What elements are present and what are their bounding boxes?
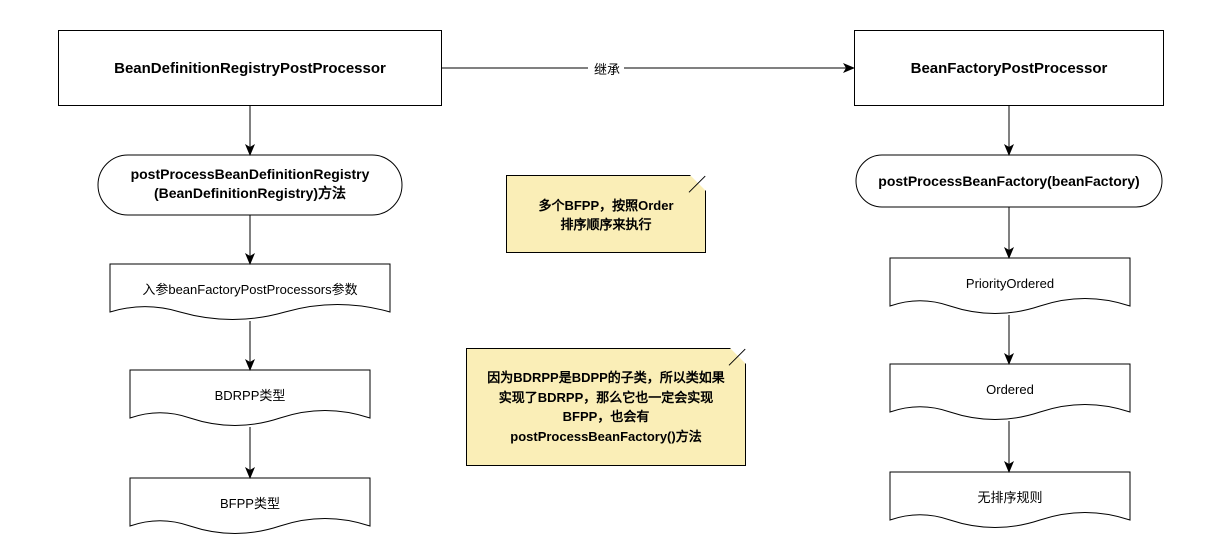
- node-label: 无排序规则: [977, 490, 1042, 505]
- note-fold-line-icon: [689, 176, 705, 192]
- note-line: 实现了BDRPP，那么它也一定会实现: [499, 390, 714, 405]
- node-label: BDRPP类型: [215, 388, 286, 403]
- note-line: 因为BDRPP是BDPP的子类，所以类如果: [487, 370, 725, 385]
- note-line: 排序顺序来执行: [560, 217, 651, 232]
- node-label: postProcessBeanFactory(beanFactory): [878, 173, 1139, 189]
- edge-label-text: 继承: [594, 62, 620, 77]
- node-right-doc1: PriorityOrdered: [890, 258, 1130, 314]
- node-right-method: postProcessBeanFactory(beanFactory): [856, 155, 1162, 207]
- node-label: (BeanDefinitionRegistry)方法: [154, 185, 346, 201]
- node-right-header: BeanFactoryPostProcessor: [854, 30, 1164, 106]
- node-label: PriorityOrdered: [966, 276, 1054, 291]
- node-label: Ordered: [986, 382, 1034, 397]
- node-left-method: postProcessBeanDefinitionRegistry (BeanD…: [98, 155, 402, 215]
- edge-label-inherit: 继承: [590, 59, 624, 78]
- note-text: 多个BFPP，按照Order 排序顺序来执行: [538, 195, 673, 233]
- note-line: postProcessBeanFactory()方法: [510, 429, 701, 444]
- node-label: BeanFactoryPostProcessor: [911, 60, 1108, 77]
- node-left-header: BeanDefinitionRegistryPostProcessor: [58, 30, 442, 106]
- note-order: 多个BFPP，按照Order 排序顺序来执行: [506, 175, 706, 253]
- note-line: BFPP，也会有: [563, 409, 650, 424]
- node-left-doc1: 入参beanFactoryPostProcessors参数: [110, 264, 390, 320]
- node-left-doc2: BDRPP类型: [130, 370, 370, 426]
- node-left-doc3: BFPP类型: [130, 478, 370, 534]
- note-line: 多个BFPP，按照Order: [538, 198, 673, 213]
- node-right-doc3: 无排序规则: [890, 472, 1130, 528]
- node-label: BFPP类型: [220, 496, 280, 511]
- note-fold-line-icon: [729, 349, 745, 365]
- node-label: postProcessBeanDefinitionRegistry: [131, 166, 370, 182]
- note-subclass: 因为BDRPP是BDPP的子类，所以类如果 实现了BDRPP，那么它也一定会实现…: [466, 348, 746, 466]
- node-right-doc2: Ordered: [890, 364, 1130, 420]
- node-label: BeanDefinitionRegistryPostProcessor: [114, 60, 386, 77]
- node-label: 入参beanFactoryPostProcessors参数: [142, 282, 357, 297]
- note-text: 因为BDRPP是BDPP的子类，所以类如果 实现了BDRPP，那么它也一定会实现…: [487, 368, 725, 446]
